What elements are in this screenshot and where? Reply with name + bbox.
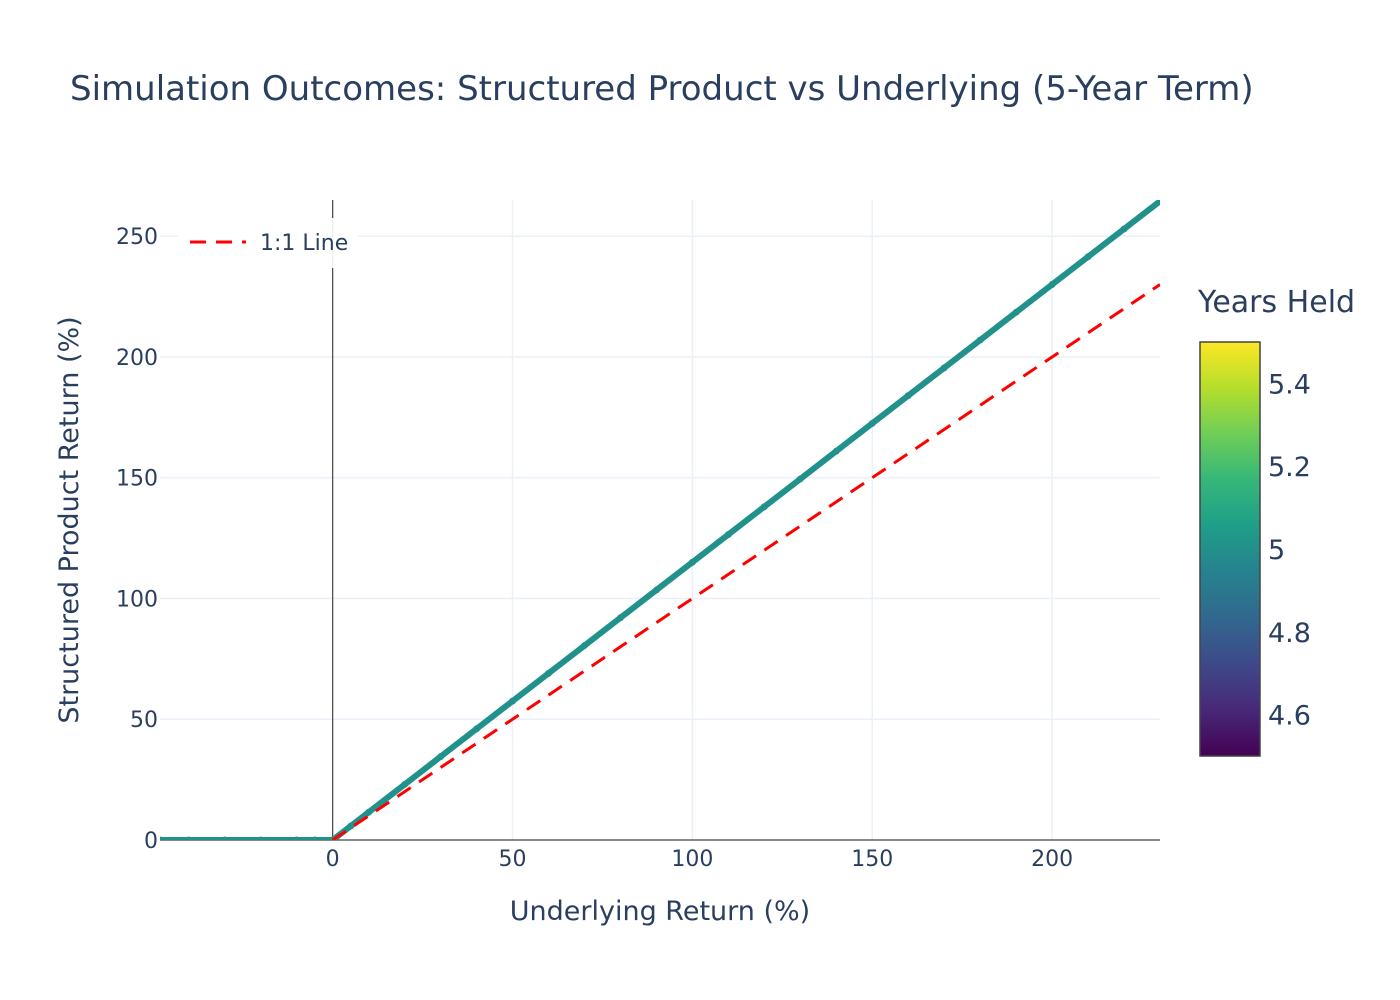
scatter-point [1120, 225, 1128, 233]
colorbar-tick-label-4.8: 4.8 [1268, 618, 1311, 649]
chart-title: Simulation Outcomes: Structured Product … [70, 69, 1254, 109]
scatter-point [976, 336, 984, 344]
x-tick-label-50: 50 [499, 847, 527, 872]
reference-line-1to1 [331, 283, 1160, 840]
scatter-point [473, 725, 481, 733]
scatter-point [940, 364, 948, 372]
tick-labels: 0 50 100 150 200 0 50 100 150 200 250 [116, 225, 1073, 872]
y-tick-label-200: 200 [116, 346, 158, 371]
colorbar-ticks: 4.6 4.8 5 5.2 5.4 [1268, 369, 1311, 731]
y-tick-label-250: 250 [116, 225, 158, 250]
grid [160, 200, 1160, 840]
scatter-segment [833, 420, 876, 455]
scatter-segment [761, 475, 804, 510]
scatter-point [796, 475, 804, 483]
scatter-point [544, 669, 552, 677]
scatter-segment [1121, 200, 1160, 232]
scatter-point [1084, 253, 1092, 261]
legend[interactable]: 1:1 Line [178, 218, 358, 268]
x-tick-label-0: 0 [326, 847, 340, 872]
scatter-segment [977, 309, 1020, 344]
colorbar-title: Years Held [1197, 285, 1355, 320]
scatter-segment [347, 809, 372, 830]
scatter-segment [653, 559, 696, 594]
scatter-segment [725, 503, 768, 538]
legend-label-1to1-line: 1:1 Line [260, 231, 348, 256]
scatter-point [688, 558, 696, 566]
scatter-segment [473, 698, 516, 732]
scatter-segment [617, 587, 660, 621]
scatter-point [293, 836, 301, 840]
scatter-segment [1013, 281, 1056, 316]
x-tick-label-150: 150 [851, 847, 893, 872]
scatter-point [1156, 200, 1160, 205]
legend-background [178, 218, 358, 268]
scatter-point [1048, 281, 1056, 289]
scatter-point [724, 530, 732, 538]
scatter-segment [365, 781, 408, 816]
scatter-segment [545, 642, 588, 677]
scatter-segment [437, 725, 480, 760]
scatter-point [1012, 308, 1020, 316]
scatter-point [185, 836, 193, 840]
scatter-point [616, 614, 624, 622]
scatter-point [580, 642, 588, 650]
scatter-segment [941, 337, 984, 371]
y-axis-label: Structured Product Return (%) [54, 316, 85, 723]
scatter-segment [1085, 225, 1128, 260]
y-tick-label-100: 100 [116, 587, 158, 612]
scatter-segment [905, 364, 948, 399]
axes [160, 200, 1160, 841]
x-tick-label-100: 100 [671, 847, 713, 872]
scatter-segment [797, 448, 840, 482]
scatter-point [160, 836, 164, 840]
scatter-point [868, 419, 876, 427]
y-tick-label-50: 50 [130, 708, 158, 733]
scatter-point [904, 392, 912, 400]
scatter-point [760, 503, 768, 511]
scatter-point [221, 836, 229, 840]
scatter-segment [689, 531, 732, 566]
x-axis-label: Underlying Return (%) [510, 896, 810, 927]
scatter-segment [1049, 253, 1092, 288]
colorbar-tick-label-5: 5 [1268, 535, 1285, 566]
colorbar: Years Held 4.6 4.8 5 5.2 5.4 [1197, 285, 1355, 757]
scatter-point [311, 836, 319, 840]
scatter-point [509, 697, 517, 705]
scatter-point [437, 753, 445, 761]
scatter-point [832, 447, 840, 455]
scatter-point [652, 586, 660, 594]
scatter-point [347, 822, 355, 830]
colorbar-tick-label-4.6: 4.6 [1268, 701, 1311, 732]
plot-area [160, 200, 1160, 840]
scatter-point [365, 808, 373, 816]
scatter-segment [401, 753, 444, 788]
y-tick-label-150: 150 [116, 467, 158, 492]
scatter-segment [509, 670, 552, 705]
y-tick-label-0: 0 [144, 829, 158, 854]
colorbar-tick-label-5.4: 5.4 [1268, 369, 1311, 400]
scatter-segment [581, 614, 624, 649]
colorbar-tick-label-5.2: 5.2 [1268, 452, 1311, 483]
scatter-point [401, 780, 409, 788]
x-tick-label-200: 200 [1031, 847, 1073, 872]
scatter-point [257, 836, 265, 840]
colorbar-gradient [1199, 341, 1261, 757]
scatter-segment [869, 392, 912, 427]
